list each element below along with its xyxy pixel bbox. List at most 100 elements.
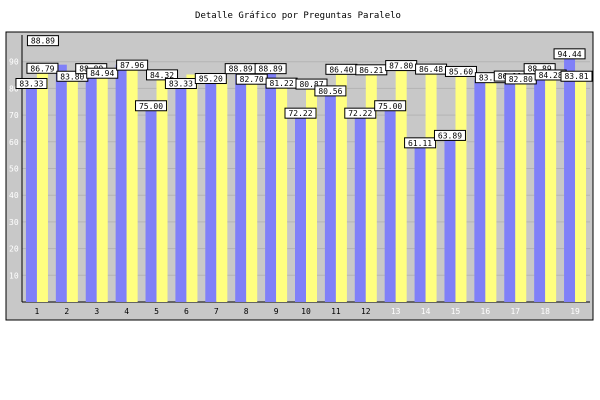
data-label-box [560,70,593,82]
data-label-12-s2: 86.21 [359,66,383,75]
data-label-17-s2: 82.80 [509,75,533,84]
bar-series-1-7 [205,74,217,303]
data-label-6-s1: 83.33 [169,80,193,89]
bar-series-2-12 [365,71,377,302]
data-label-box [553,48,586,60]
bar-series-1-16 [474,79,486,302]
bar-series-1-5 [145,101,157,302]
data-label-9-s2: 81.22 [270,79,294,88]
data-label-box [146,69,179,81]
bar-series-1-13 [384,101,396,302]
data-label-11-s2: 86.40 [329,65,353,74]
x-tick-label-19: 19 [570,307,580,316]
data-label-19-s2: 83.81 [564,72,588,81]
bar-series-1-4 [115,64,127,302]
bar-series-2-8 [246,81,258,302]
data-label-2-s2: 83.80 [60,72,84,81]
bar-series-2-13 [395,67,407,302]
bar-series-2-15 [455,73,467,302]
data-label-1-top-s1: 88.89 [31,37,55,46]
x-tick-label-5: 5 [154,307,159,316]
data-label-13-s1: 75.00 [378,102,402,111]
data-label-9-s1: 88.89 [259,65,283,74]
data-label-box [344,107,377,119]
data-label-box [135,100,168,112]
y-tick-label: 60 [9,138,19,147]
data-label-box [116,59,149,71]
data-label-8-s1: 88.89 [229,65,253,74]
bar-series-1-3 [85,64,97,302]
data-label-box [284,107,317,119]
x-tick-label-16: 16 [481,307,491,316]
x-tick-label-18: 18 [540,307,550,316]
data-label-box [26,35,59,47]
data-label-box [295,78,328,90]
x-tick-label-10: 10 [301,307,311,316]
bar-series-2-19 [575,78,587,303]
data-label-15-s1: 63.89 [438,131,462,140]
bar-series-2-3 [96,75,108,302]
data-label-10-s2: 80.87 [299,80,323,89]
y-tick-label: 20 [9,245,19,254]
bar-series-2-9 [276,85,288,302]
data-label-box [444,65,477,77]
bar-series-1-19 [564,49,576,302]
data-label-box [86,67,119,79]
bar-series-2-11 [335,71,347,302]
bar-series-1-18 [534,64,546,302]
data-label-box [15,78,48,90]
x-tick-label-12: 12 [361,307,371,316]
data-label-box [314,85,347,97]
data-label-box [404,137,437,149]
data-label-3-s2: 84.94 [90,69,114,78]
bar-series-2-10 [306,86,317,302]
x-tick-label-2: 2 [64,307,69,316]
data-label-box [374,100,407,112]
data-label-box [433,129,466,141]
x-tick-label-17: 17 [510,307,520,316]
x-tick-label-1: 1 [35,307,40,316]
data-label-4-s2: 87.96 [120,61,144,70]
bar-series-1-2 [55,64,67,302]
x-tick-label-14: 14 [421,307,431,316]
bar-series-1-6 [175,79,187,302]
data-label-5-s2: 84.32 [150,71,174,80]
bar-series-1-14 [414,138,426,302]
x-tick-label-6: 6 [184,307,189,316]
bar-series-2-7 [216,78,228,302]
bar-series-2-4 [126,67,138,303]
data-label-18-s2: 84.28 [539,71,563,80]
y-tick-label: 90 [9,58,19,67]
bar-series-1-8 [235,64,247,302]
data-label-box [194,73,227,85]
data-label-8-s2: 82.70 [240,75,264,84]
x-tick-label-11: 11 [331,307,341,316]
data-label-13-s2: 87.80 [389,62,413,71]
data-label-10-s1: 72.22 [288,109,312,118]
x-tick-label-3: 3 [94,307,99,316]
y-tick-label: 70 [9,111,19,120]
data-label-14-s1: 61.11 [408,139,432,148]
bar-series-2-5 [156,76,168,302]
data-label-12-s1: 72.22 [348,109,372,118]
data-label-19-s1: 94.44 [558,50,582,59]
data-label-16-s2: 83.27 [479,74,503,83]
y-tick-label: 40 [9,191,19,200]
bar-series-1-1 [25,79,37,302]
bar-series-1-10 [295,109,306,302]
data-label-1-s2: 86.79 [30,64,54,73]
data-label-box [254,63,287,75]
bar-series-2-6 [186,74,198,303]
x-tick-label-15: 15 [451,307,461,316]
x-tick-label-9: 9 [274,307,279,316]
bar-series-2-2 [66,78,78,302]
bar-series-2-17 [515,80,527,302]
y-tick-label: 80 [9,84,19,93]
bar-series-1-12 [354,109,366,302]
y-tick-label: 10 [9,271,19,280]
bar-series-1-15 [444,131,456,302]
data-label-1-s1: 83.33 [19,80,43,89]
data-label-11-s1: 80.56 [318,87,342,96]
